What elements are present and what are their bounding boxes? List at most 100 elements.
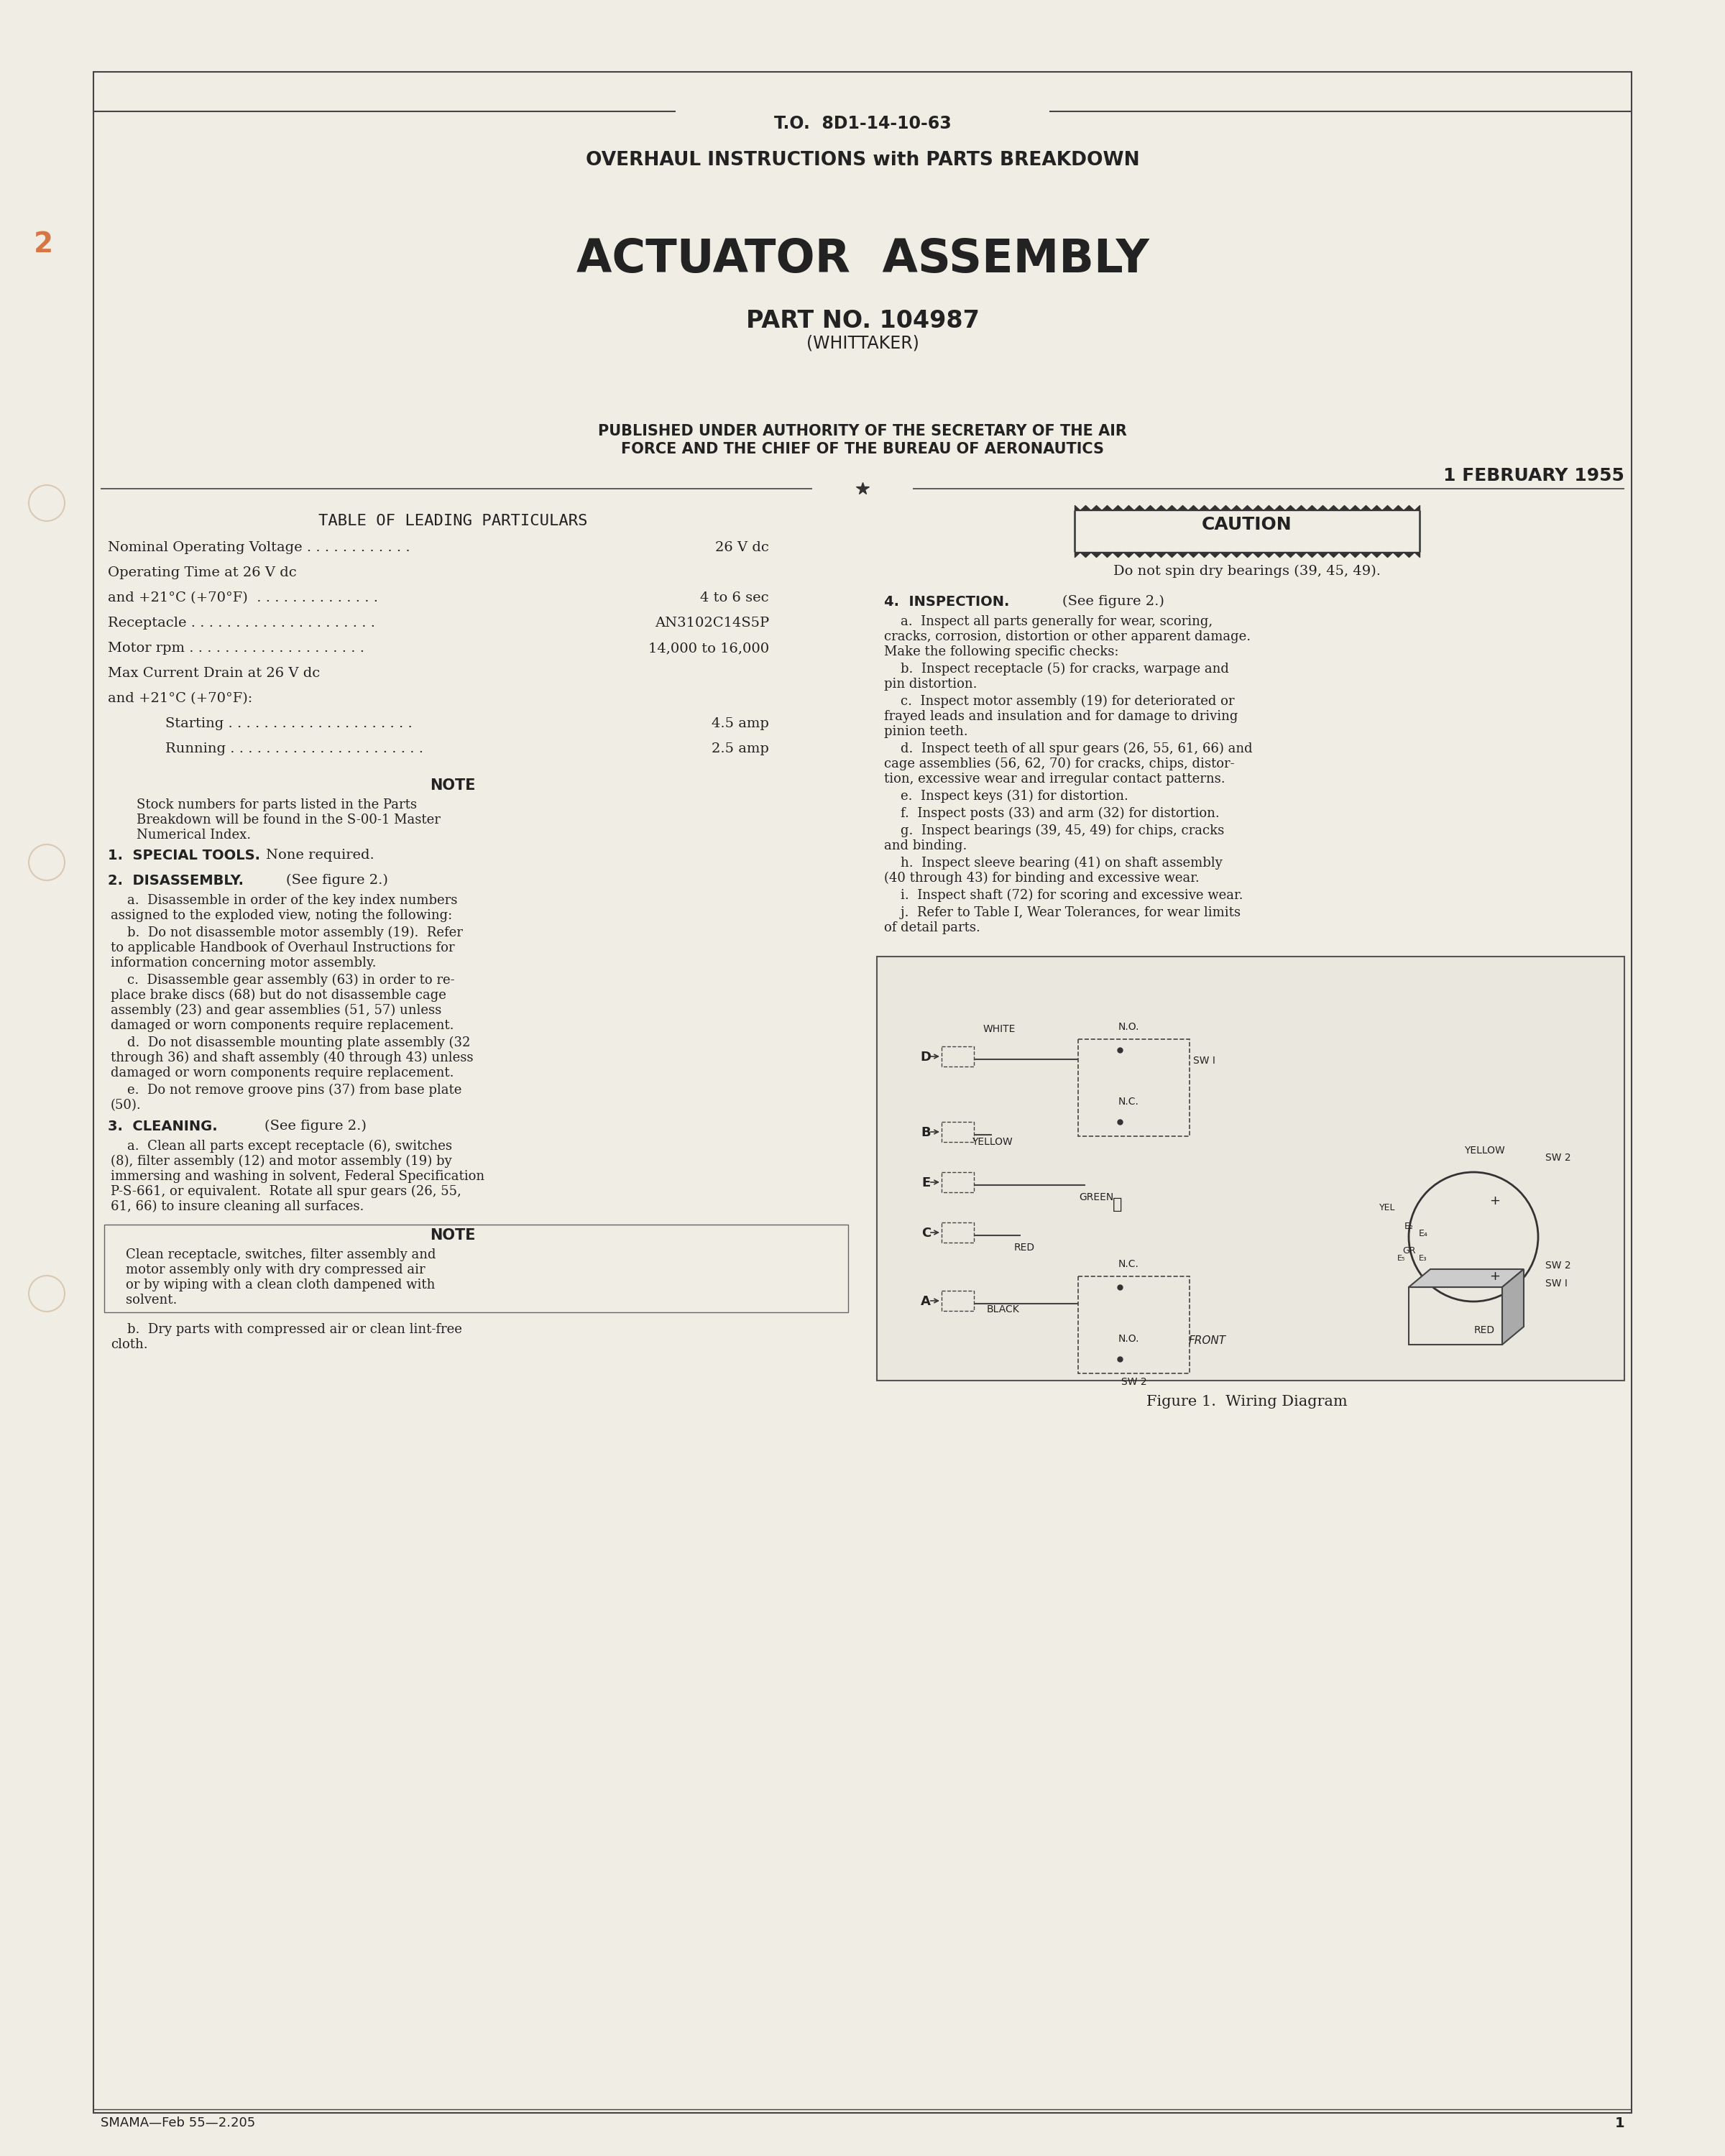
Text: 1.  SPECIAL TOOLS.: 1. SPECIAL TOOLS. bbox=[107, 849, 260, 862]
Text: A: A bbox=[921, 1296, 932, 1309]
Text: 61, 66) to insure cleaning all surfaces.: 61, 66) to insure cleaning all surfaces. bbox=[110, 1201, 364, 1214]
Text: NOTE: NOTE bbox=[430, 1229, 476, 1242]
Text: Nominal Operating Voltage . . . . . . . . . . . .: Nominal Operating Voltage . . . . . . . … bbox=[107, 541, 411, 554]
Text: c.  Disassemble gear assembly (63) in order to re-: c. Disassemble gear assembly (63) in ord… bbox=[110, 975, 455, 987]
Text: and +21°C (+70°F)  . . . . . . . . . . . . . .: and +21°C (+70°F) . . . . . . . . . . . … bbox=[107, 591, 378, 604]
Text: assembly (23) and gear assemblies (51, 57) unless: assembly (23) and gear assemblies (51, 5… bbox=[110, 1005, 442, 1018]
Text: b.  Dry parts with compressed air or clean lint-free: b. Dry parts with compressed air or clea… bbox=[110, 1324, 462, 1337]
Text: information concerning motor assembly.: information concerning motor assembly. bbox=[110, 957, 376, 970]
Text: YEL: YEL bbox=[1378, 1203, 1396, 1212]
Text: Running . . . . . . . . . . . . . . . . . . . . . .: Running . . . . . . . . . . . . . . . . … bbox=[147, 742, 423, 755]
Text: damaged or worn components require replacement.: damaged or worn components require repla… bbox=[110, 1020, 454, 1033]
Bar bbox=[942, 1222, 975, 1242]
Bar bbox=[104, 1225, 849, 1313]
Text: NOTE: NOTE bbox=[430, 778, 476, 793]
Text: to applicable Handbook of Overhaul Instructions for: to applicable Handbook of Overhaul Instr… bbox=[110, 942, 455, 955]
Text: 1: 1 bbox=[1615, 2117, 1625, 2130]
Text: (50).: (50). bbox=[110, 1100, 141, 1112]
Text: E₅: E₅ bbox=[1397, 1255, 1406, 1261]
Text: cloth.: cloth. bbox=[110, 1339, 148, 1352]
Text: 4 to 6 sec: 4 to 6 sec bbox=[700, 591, 769, 604]
Text: of detail parts.: of detail parts. bbox=[885, 921, 980, 934]
Text: pinion teeth.: pinion teeth. bbox=[885, 724, 968, 737]
Text: pin distortion.: pin distortion. bbox=[885, 677, 976, 690]
Text: P-S-661, or equivalent.  Rotate all spur gears (26, 55,: P-S-661, or equivalent. Rotate all spur … bbox=[110, 1186, 461, 1199]
Text: Max Current Drain at 26 V dc: Max Current Drain at 26 V dc bbox=[107, 666, 321, 679]
Text: YELLOW: YELLOW bbox=[971, 1136, 1013, 1147]
Text: or by wiping with a clean cloth dampened with: or by wiping with a clean cloth dampened… bbox=[126, 1279, 435, 1291]
Text: PART NO. 104987: PART NO. 104987 bbox=[745, 308, 980, 332]
Bar bbox=[942, 1291, 975, 1311]
Text: SW 2: SW 2 bbox=[1546, 1153, 1571, 1162]
Text: Make the following specific checks:: Make the following specific checks: bbox=[885, 645, 1120, 658]
Text: d.  Inspect teeth of all spur gears (26, 55, 61, 66) and: d. Inspect teeth of all spur gears (26, … bbox=[885, 742, 1252, 755]
Bar bbox=[942, 1173, 975, 1192]
Text: +: + bbox=[1490, 1270, 1501, 1283]
Text: h.  Inspect sleeve bearing (41) on shaft assembly: h. Inspect sleeve bearing (41) on shaft … bbox=[885, 856, 1223, 869]
Text: Starting . . . . . . . . . . . . . . . . . . . . .: Starting . . . . . . . . . . . . . . . .… bbox=[147, 718, 412, 731]
Bar bbox=[942, 1121, 975, 1143]
Text: B: B bbox=[921, 1125, 932, 1138]
Text: Receptacle . . . . . . . . . . . . . . . . . . . . .: Receptacle . . . . . . . . . . . . . . .… bbox=[107, 617, 376, 630]
Text: Motor rpm . . . . . . . . . . . . . . . . . . . .: Motor rpm . . . . . . . . . . . . . . . … bbox=[107, 642, 364, 655]
Text: Do not spin dry bearings (39, 45, 49).: Do not spin dry bearings (39, 45, 49). bbox=[1113, 565, 1380, 578]
Text: tion, excessive wear and irregular contact patterns.: tion, excessive wear and irregular conta… bbox=[885, 772, 1225, 785]
Text: N.C.: N.C. bbox=[1118, 1097, 1138, 1106]
Text: (40 through 43) for binding and excessive wear.: (40 through 43) for binding and excessiv… bbox=[885, 871, 1199, 884]
Text: OVERHAUL INSTRUCTIONS with PARTS BREAKDOWN: OVERHAUL INSTRUCTIONS with PARTS BREAKDO… bbox=[585, 151, 1140, 170]
Text: RED: RED bbox=[1473, 1326, 1494, 1335]
Text: b.  Inspect receptacle (5) for cracks, warpage and: b. Inspect receptacle (5) for cracks, wa… bbox=[885, 662, 1228, 675]
Bar bbox=[93, 71, 1632, 2113]
Text: ACTUATOR  ASSEMBLY: ACTUATOR ASSEMBLY bbox=[576, 237, 1149, 282]
Text: immersing and washing in solvent, Federal Specification: immersing and washing in solvent, Federa… bbox=[110, 1171, 485, 1184]
Text: a.  Clean all parts except receptacle (6), switches: a. Clean all parts except receptacle (6)… bbox=[110, 1141, 452, 1153]
Text: FRONT: FRONT bbox=[1189, 1335, 1226, 1345]
Text: C: C bbox=[921, 1227, 932, 1240]
Text: GR: GR bbox=[1402, 1246, 1416, 1255]
Text: 3.  CLEANING.: 3. CLEANING. bbox=[107, 1119, 217, 1134]
Text: BLACK: BLACK bbox=[987, 1304, 1019, 1315]
Text: motor assembly only with dry compressed air: motor assembly only with dry compressed … bbox=[126, 1263, 426, 1276]
Text: (See figure 2.): (See figure 2.) bbox=[1063, 595, 1164, 608]
Text: N.C.: N.C. bbox=[1118, 1259, 1138, 1270]
Text: ⏚: ⏚ bbox=[1113, 1197, 1123, 1212]
Text: E₄: E₄ bbox=[1418, 1229, 1428, 1238]
Text: GREEN: GREEN bbox=[1078, 1192, 1113, 1203]
Text: e.  Do not remove groove pins (37) from base plate: e. Do not remove groove pins (37) from b… bbox=[110, 1084, 462, 1097]
Text: Figure 1.  Wiring Diagram: Figure 1. Wiring Diagram bbox=[1147, 1395, 1347, 1408]
Bar bbox=[1078, 1276, 1190, 1373]
Text: SW I: SW I bbox=[1546, 1279, 1568, 1289]
Text: Operating Time at 26 V dc: Operating Time at 26 V dc bbox=[107, 567, 297, 580]
Polygon shape bbox=[1409, 1270, 1523, 1287]
Text: (WHITTAKER): (WHITTAKER) bbox=[806, 334, 919, 351]
Text: 2: 2 bbox=[33, 231, 53, 259]
Text: FORCE AND THE CHIEF OF THE BUREAU OF AERONAUTICS: FORCE AND THE CHIEF OF THE BUREAU OF AER… bbox=[621, 442, 1104, 457]
Text: damaged or worn components require replacement.: damaged or worn components require repla… bbox=[110, 1067, 454, 1080]
Text: AN3102C14S5P: AN3102C14S5P bbox=[654, 617, 769, 630]
Text: 1 FEBRUARY 1955: 1 FEBRUARY 1955 bbox=[1444, 468, 1625, 485]
Text: E₂: E₂ bbox=[1404, 1220, 1413, 1231]
Text: c.  Inspect motor assembly (19) for deteriorated or: c. Inspect motor assembly (19) for deter… bbox=[885, 694, 1235, 707]
Text: None required.: None required. bbox=[266, 849, 374, 862]
Text: 14,000 to 16,000: 14,000 to 16,000 bbox=[649, 642, 769, 655]
Text: assigned to the exploded view, noting the following:: assigned to the exploded view, noting th… bbox=[110, 910, 452, 923]
Text: WHITE: WHITE bbox=[983, 1024, 1016, 1035]
Text: N.O.: N.O. bbox=[1118, 1335, 1138, 1343]
Text: through 36) and shaft assembly (40 through 43) unless: through 36) and shaft assembly (40 throu… bbox=[110, 1052, 473, 1065]
Text: D: D bbox=[919, 1050, 932, 1063]
Text: 26 V dc: 26 V dc bbox=[716, 541, 769, 554]
Text: j.  Refer to Table I, Wear Tolerances, for wear limits: j. Refer to Table I, Wear Tolerances, fo… bbox=[885, 906, 1240, 918]
Text: solvent.: solvent. bbox=[126, 1294, 178, 1307]
Bar bbox=[1409, 1287, 1502, 1345]
Bar bbox=[1078, 1039, 1190, 1136]
Text: (8), filter assembly (12) and motor assembly (19) by: (8), filter assembly (12) and motor asse… bbox=[110, 1156, 452, 1169]
Text: g.  Inspect bearings (39, 45, 49) for chips, cracks: g. Inspect bearings (39, 45, 49) for chi… bbox=[885, 824, 1225, 837]
Text: a.  Inspect all parts generally for wear, scoring,: a. Inspect all parts generally for wear,… bbox=[885, 614, 1213, 627]
Text: SW 2: SW 2 bbox=[1546, 1261, 1571, 1270]
Text: Stock numbers for parts listed in the Parts
Breakdown will be found in the S-00-: Stock numbers for parts listed in the Pa… bbox=[136, 798, 440, 841]
Text: and binding.: and binding. bbox=[885, 839, 968, 852]
Text: SW 2: SW 2 bbox=[1121, 1378, 1147, 1386]
Text: place brake discs (68) but do not disassemble cage: place brake discs (68) but do not disass… bbox=[110, 990, 447, 1003]
Text: SW I: SW I bbox=[1194, 1056, 1216, 1065]
Text: e.  Inspect keys (31) for distortion.: e. Inspect keys (31) for distortion. bbox=[885, 789, 1128, 802]
